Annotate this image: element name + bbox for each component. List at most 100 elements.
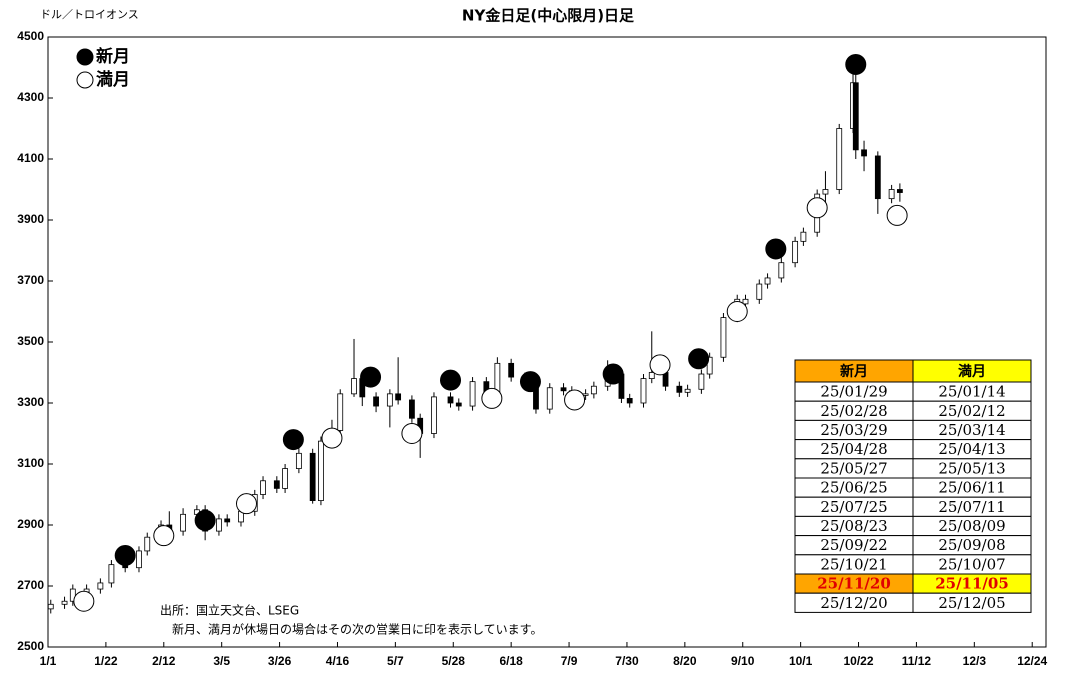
candle-body xyxy=(896,189,903,193)
chart-title: NY金日足(中心限月)日足 xyxy=(462,7,635,25)
x-tick-label: 12/24 xyxy=(1017,654,1047,668)
moon-marker xyxy=(194,509,216,531)
candle-body xyxy=(260,480,266,495)
candle-body xyxy=(800,231,807,242)
candle-body xyxy=(684,388,691,393)
candle-body xyxy=(676,385,683,393)
moon-marker xyxy=(886,204,908,226)
candle-body xyxy=(97,582,104,590)
candle-body xyxy=(373,396,379,407)
candle-body xyxy=(431,396,437,434)
table-cell-text: 25/11/20 xyxy=(817,575,891,593)
x-tick-label: 2/12 xyxy=(152,654,176,668)
candle-body xyxy=(546,387,553,410)
candle-body xyxy=(836,128,843,190)
x-tick-label: 7/9 xyxy=(561,654,578,668)
x-tick-label: 3/26 xyxy=(268,654,292,668)
table-cell-text: 25/05/13 xyxy=(938,459,1005,477)
candle-body xyxy=(386,393,393,407)
candle-body xyxy=(273,480,280,489)
moon-marker xyxy=(564,389,586,411)
y-tick-label: 4300 xyxy=(17,90,44,104)
legend-marker xyxy=(76,71,94,89)
table-header: 新月 xyxy=(840,363,868,380)
candle-body xyxy=(108,564,115,584)
table-cell-text: 25/05/27 xyxy=(820,459,887,477)
note: 出所：国立天文台、LSEG xyxy=(160,603,299,618)
moon-marker xyxy=(649,354,671,376)
moon-marker xyxy=(440,369,462,391)
table-cell-text: 25/02/12 xyxy=(938,402,1005,420)
table-cell-text: 25/09/08 xyxy=(938,536,1005,554)
candle-body xyxy=(764,277,771,285)
moon-marker xyxy=(602,363,624,385)
candle-body xyxy=(318,440,324,501)
x-tick-label: 1/22 xyxy=(94,654,118,668)
y-tick-label: 3100 xyxy=(17,456,44,470)
y-tick-label: 3900 xyxy=(17,212,44,226)
candle-body xyxy=(309,452,316,502)
candle-body xyxy=(742,298,749,305)
candle-body xyxy=(351,378,357,395)
candle-body xyxy=(698,373,705,390)
candle-body xyxy=(61,600,68,605)
y-tick-label: 2700 xyxy=(17,578,44,592)
table-cell-text: 25/06/11 xyxy=(938,479,1005,497)
y-tick-label: 2900 xyxy=(17,517,44,531)
table-cell-text: 25/07/11 xyxy=(938,498,1005,516)
candle-body xyxy=(508,362,515,378)
candle-body xyxy=(874,155,881,200)
legend-label: 満月 xyxy=(96,69,130,90)
candle-body xyxy=(720,317,727,358)
candle-body xyxy=(648,372,655,379)
y-tick-label: 3300 xyxy=(17,395,44,409)
x-tick-label: 6/18 xyxy=(499,654,523,668)
moon-marker xyxy=(73,590,95,612)
candle-body xyxy=(136,550,142,569)
candle-body xyxy=(706,356,713,375)
moon-marker xyxy=(519,371,541,393)
candle-body xyxy=(455,402,462,407)
x-tick-label: 11/12 xyxy=(902,654,932,668)
x-tick-label: 10/22 xyxy=(844,654,874,668)
moon-marker xyxy=(235,493,257,515)
candle-body xyxy=(295,452,302,469)
table-cell-text: 25/01/14 xyxy=(938,383,1005,401)
table-cell-text: 25/11/05 xyxy=(935,575,1009,593)
table-cell-text: 25/03/29 xyxy=(820,421,887,439)
candle-body xyxy=(560,387,567,392)
x-tick-label: 7/30 xyxy=(615,654,639,668)
x-tick-label: 4/16 xyxy=(326,654,350,668)
moon-marker xyxy=(845,53,867,75)
legend-marker xyxy=(76,48,94,66)
candle-body xyxy=(180,513,186,532)
candle-body xyxy=(282,468,288,489)
candle-body xyxy=(337,393,344,431)
table-cell-text: 25/02/28 xyxy=(820,402,887,420)
y-tick-label: 3700 xyxy=(17,273,44,287)
candle-body xyxy=(47,603,54,610)
moon-marker xyxy=(481,387,503,409)
candle-body xyxy=(590,385,597,395)
candle-body xyxy=(216,518,222,532)
candle-body xyxy=(640,378,647,404)
unit-label: ドル／トロイオンス xyxy=(40,8,139,21)
table-cell-text: 25/10/07 xyxy=(938,555,1005,573)
y-tick-label: 4100 xyxy=(17,151,44,165)
table-cell-text: 25/01/29 xyxy=(820,383,887,401)
moon-marker xyxy=(401,423,423,444)
moon-marker xyxy=(321,427,343,449)
x-tick-label: 1/1 xyxy=(40,654,57,668)
x-tick-label: 5/28 xyxy=(442,654,466,668)
candle-body xyxy=(778,262,785,279)
y-tick-label: 2500 xyxy=(17,639,44,653)
x-tick-label: 10/1 xyxy=(789,654,813,668)
moon-marker xyxy=(726,301,748,322)
candle-body xyxy=(852,82,859,151)
table-cell xyxy=(912,592,1032,613)
moon-marker xyxy=(806,197,828,219)
candle-body xyxy=(224,518,231,523)
moon-marker xyxy=(153,525,175,547)
candle-body xyxy=(822,189,829,195)
